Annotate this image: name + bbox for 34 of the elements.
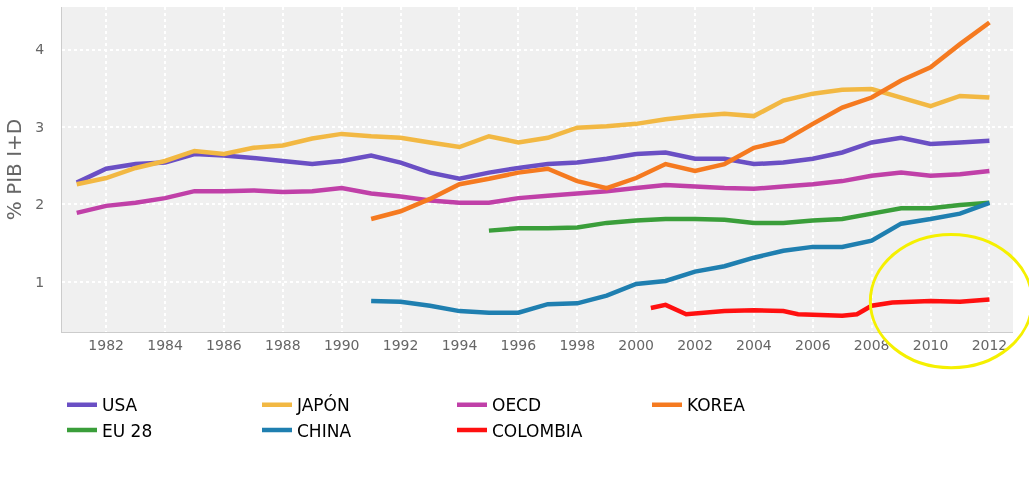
legend-label: CHINA [297, 420, 352, 441]
line-series [368, 20, 992, 222]
x-tick-label: 1982 [88, 336, 124, 353]
legend-label: COLOMBIA [492, 420, 583, 441]
legend-label: JAPÓN [296, 394, 350, 416]
y-tick-label: 3 [35, 118, 45, 135]
x-tick-label: 1984 [147, 336, 183, 353]
x-tick-label: 1990 [323, 336, 360, 353]
y-tick-label: 1 [35, 273, 45, 290]
x-tick-label: 2000 [618, 336, 654, 353]
line-series [648, 297, 992, 318]
x-tick-label: 1988 [265, 336, 301, 353]
y-tick-label: 4 [35, 41, 45, 58]
legend-label: OECD [492, 395, 542, 416]
x-tick-label: 1994 [441, 336, 478, 353]
line-series [74, 168, 992, 216]
x-tick-label: 2010 [912, 336, 949, 353]
x-tick-label: 2004 [736, 336, 772, 353]
line-series [74, 86, 992, 187]
x-tick-label: 1996 [500, 336, 537, 353]
x-tick-label: 2002 [677, 336, 713, 353]
y-tick-label: 2 [35, 196, 45, 213]
x-tick-label: 1992 [382, 336, 419, 353]
x-tick-label: 2006 [794, 336, 831, 353]
line-series [74, 135, 992, 185]
x-tick-label: 2008 [853, 336, 890, 353]
x-tick-label: 1986 [206, 336, 242, 353]
legend-label: EU 28 [102, 420, 153, 441]
x-tick-label: 1998 [559, 336, 596, 353]
legend-label: KOREA [687, 395, 746, 416]
x-tick-label: 2012 [971, 336, 1008, 353]
line-series [368, 200, 992, 315]
y-axis-title: % PIB I+D [1, 118, 26, 221]
legend-label: USA [102, 395, 138, 416]
